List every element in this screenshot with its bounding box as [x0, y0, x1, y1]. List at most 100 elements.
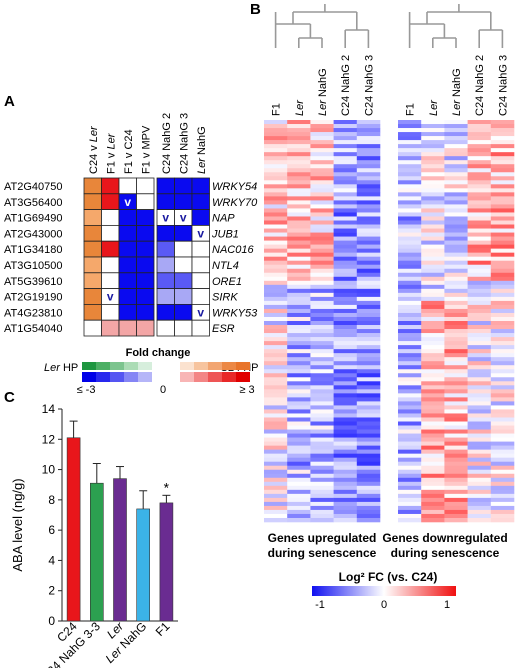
gene-name: WRKY53: [212, 307, 258, 319]
heatmap-cell: [444, 405, 468, 410]
heatmap-cell: [421, 168, 445, 173]
heatmap-cell: [444, 124, 468, 129]
heatmap-cell: [287, 252, 311, 257]
heatmap-cell: [264, 236, 288, 241]
heatmap-cell: [490, 300, 515, 306]
heatmap-cell: [356, 232, 381, 237]
panel-b-right-column-headers: F1 Ler Ler NahG C24 NahG 2 C24 NahG 3: [405, 55, 510, 116]
heatmap-cell: [467, 345, 492, 350]
heatmap-cell: [287, 220, 311, 225]
heatmap-cell: [467, 321, 492, 326]
heatmap-cell: [310, 357, 334, 362]
heatmap-cell: [398, 373, 422, 378]
heatmap-cell: [264, 276, 288, 282]
y-tick-label: 4: [48, 553, 55, 567]
heatmap-cell: [83, 177, 102, 195]
heatmap-cell: [356, 349, 381, 354]
gene-id: AT1G54040: [4, 323, 63, 335]
heatmap-cell: [467, 341, 492, 346]
heatmap-cell: [264, 232, 288, 237]
heatmap-cell: [398, 204, 422, 209]
legend-min-label: ≤ -3: [77, 384, 96, 396]
heatmap-cell: [264, 485, 288, 491]
bar: [90, 482, 104, 622]
heatmap-cell: [467, 272, 492, 278]
heatmap-cell: [310, 168, 334, 173]
heatmap-cell: [444, 188, 468, 193]
heatmap-cell: [264, 192, 288, 197]
heatmap-cell: [310, 268, 334, 274]
heatmap-cell: [356, 252, 381, 257]
heatmap-cell: [333, 429, 358, 434]
heatmap-cell: [490, 276, 515, 282]
heatmap-cell: [264, 357, 288, 362]
heatmap-cell: [356, 128, 381, 133]
heatmap-cell: [264, 377, 288, 382]
heatmap-cell: [174, 256, 193, 274]
heatmap-cell: [444, 208, 468, 213]
panel-b-col-header-1: Ler: [294, 99, 306, 116]
heatmap-cell: [287, 128, 311, 133]
heatmap-cell: [333, 509, 358, 515]
heatmap-cell: [287, 489, 311, 495]
heatmap-cell: [333, 184, 358, 189]
heatmap-cell: [356, 148, 381, 153]
heatmap-cell: [287, 417, 311, 422]
heatmap-cell: [310, 365, 334, 370]
heatmap-cell: [421, 497, 445, 503]
heatmap-cell: [490, 156, 515, 161]
heatmap-cell: [421, 413, 445, 418]
heatmap-cell: [421, 409, 445, 414]
heatmap-cell: [310, 497, 334, 503]
heatmap-cell: [467, 453, 492, 458]
heatmap-cell: [264, 341, 288, 346]
heatmap-cell: [467, 397, 492, 402]
panel-b-right-col-header-3: C24 NahG 2: [474, 55, 486, 116]
heatmap-cell: [356, 124, 381, 129]
heatmap-cell: [490, 240, 515, 245]
heatmap-cell: [310, 481, 334, 487]
heatmap-cell: [156, 319, 175, 337]
heatmap-cell: [444, 284, 468, 290]
heatmap-cell: [467, 308, 492, 314]
heatmap-cell: [310, 124, 334, 129]
heatmap-cell: [310, 152, 334, 157]
heatmap-cell: [356, 489, 381, 495]
heatmap-cell: [421, 180, 445, 185]
heatmap-cell: [264, 413, 288, 418]
heatmap-cell: [444, 248, 468, 253]
heatmap-cell: [467, 260, 492, 266]
heatmap-cell: [264, 433, 288, 438]
heatmap-cell: [287, 240, 311, 245]
heatmap-cell: [264, 140, 288, 145]
heatmap-cell: [310, 333, 334, 338]
heatmap-cell: [490, 361, 515, 366]
heatmap-cell: [118, 319, 137, 337]
heatmap-cell: [310, 264, 334, 270]
heatmap-cell: [264, 321, 288, 326]
heatmap-cell: [490, 288, 515, 294]
y-tick-label: 2: [48, 584, 55, 598]
heatmap-cell: [310, 429, 334, 434]
heatmap-cell: [136, 288, 155, 305]
heatmap-cell: [310, 409, 334, 414]
heatmap-cell: [421, 240, 445, 245]
heatmap-cell: [398, 224, 422, 229]
heatmap-cell: [356, 509, 381, 515]
heatmap-cell: [490, 373, 515, 378]
heatmap-cell: [356, 164, 381, 169]
heatmap-cell: [421, 489, 445, 495]
heatmap-cell: [333, 325, 358, 330]
heatmap-cell: [287, 509, 311, 515]
heatmap-cell: [83, 240, 102, 258]
heatmap-cell: [444, 128, 468, 133]
heatmap-cell: [398, 441, 422, 446]
heatmap-cell: [444, 337, 468, 342]
heatmap-cell: [444, 365, 468, 370]
heatmap-cell: [264, 304, 288, 310]
heatmap-cell: [264, 264, 288, 270]
heatmap-cell: [310, 204, 334, 209]
heatmap-cell: [490, 168, 515, 173]
heatmap-cell: [356, 152, 381, 157]
scale-min-label: -1: [315, 599, 325, 611]
